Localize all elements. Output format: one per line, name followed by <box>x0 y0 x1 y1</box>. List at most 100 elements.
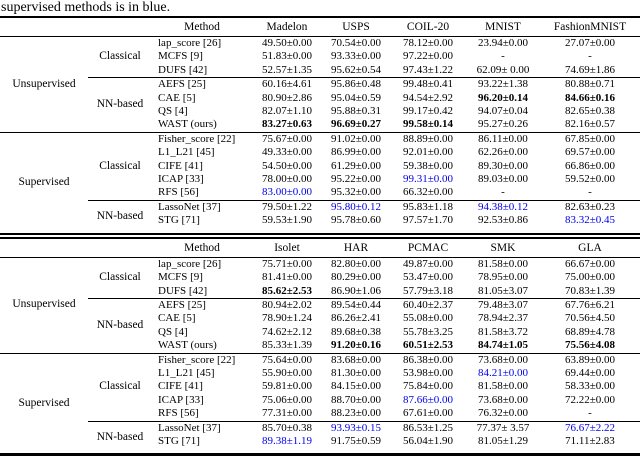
group-label-supervised: Supervised <box>0 352 88 455</box>
column-header-har: HAR <box>322 237 390 258</box>
result-cell: 89.68±0.38 <box>330 325 382 338</box>
column-header-method: Method <box>152 237 252 258</box>
result-cell: 27.07±0.00 <box>564 37 616 49</box>
column-header-method: Method <box>152 17 252 37</box>
method-cell: CIFE [41] <box>158 380 203 393</box>
result-cell: 59.38±0.00 <box>402 159 454 172</box>
result-cell: 84.66±0.16 <box>564 91 616 104</box>
result-cell: 83.68±0.00 <box>322 352 390 367</box>
group-label-supervised: Supervised <box>0 131 88 234</box>
method-cell: STG [71] <box>158 214 200 227</box>
result-cell: 73.68±0.00 <box>477 393 529 406</box>
result-cell: 75.64±0.00 <box>252 352 322 367</box>
result-cell: 66.32±0.00 <box>402 186 454 199</box>
table-row: STG [71] 89.38±1.19 91.75±0.59 56.04±1.90 81… <box>0 435 640 455</box>
result-cell: 69.57±0.00 <box>564 146 616 159</box>
result-cell: 68.89±4.78 <box>564 325 616 338</box>
result-cell: 88.23±0.00 <box>330 407 382 420</box>
table-row: Unsupervised Classical lap_score [26] 49.50… <box>0 37 640 90</box>
table-row: RFS [56] 83.00±0.00 95.32±0.00 66.32±0.00 - - <box>0 186 640 200</box>
result-cell: 61.29±0.00 <box>330 159 382 172</box>
table-row: CIFE [41] 59.81±0.00 84.15±0.00 75.84±0.00 8… <box>0 380 640 393</box>
result-cell: 49.33±0.00 <box>261 146 313 159</box>
table-row: Unsupervised Classical lap_score [26] 75.71… <box>0 257 640 311</box>
table-row: ICAP [33] 75.06±0.00 88.70±0.00 87.66±0.00 7… <box>0 394 640 407</box>
subgroup-label-classical: Classical <box>99 50 141 63</box>
result-cell: 94.54±2.92 <box>402 91 454 104</box>
result-cell: 57.79±3.18 <box>402 284 454 297</box>
result-cell: 86.90±1.06 <box>330 284 382 297</box>
result-cell: 95.80±0.12 <box>322 199 390 215</box>
method-cell: RFS [56] <box>158 186 199 199</box>
result-cell: 62.09± 0.00 <box>476 63 530 76</box>
result-cell: 70.83±1.39 <box>564 284 616 297</box>
result-cell: 95.32±0.00 <box>330 186 382 199</box>
results-table-top: Method Madelon USPS COIL-20 MNIST FashionMNIS… <box>0 16 640 235</box>
result-cell: 75.56±4.08 <box>564 339 616 352</box>
result-cell: 84.21±0.00 <box>477 366 529 379</box>
result-cell: 82.63±0.23 <box>540 199 640 215</box>
result-cell: 95.62±0.54 <box>330 63 382 76</box>
method-cell: Fisher_score [22] <box>152 352 252 367</box>
table-row: MCFS [9] 81.41±0.00 80.29±0.00 53.47±0.00 78… <box>0 271 640 284</box>
table-row: WAST (ours) 83.27±0.63 96.69±0.27 99.58±0.1… <box>0 118 640 132</box>
result-cell: 99.17±0.42 <box>402 105 454 118</box>
table-row: RFS [56] 77.31±0.00 88.23±0.00 67.61±0.00 76… <box>0 407 640 421</box>
table-row: NN-based LassoNet [37] 79.50±1.22 95.80±0.1… <box>0 199 640 234</box>
result-cell: - <box>588 407 592 420</box>
result-cell: 87.66±0.00 <box>402 393 454 406</box>
result-cell: 89.03±0.00 <box>477 173 529 186</box>
result-cell: 49.87±0.00 <box>402 257 454 270</box>
result-cell: 86.53±1.25 <box>390 420 466 435</box>
result-cell: 94.07±0.04 <box>477 105 529 118</box>
column-header-usps: USPS <box>322 17 390 37</box>
result-cell: 95.88±0.31 <box>330 105 382 118</box>
result-cell: 75.67±0.00 <box>252 131 322 147</box>
column-header-smk: SMK <box>466 237 540 258</box>
result-cell: 81.41±0.00 <box>261 271 313 284</box>
table-header: Method Isolet HAR PCMAC SMK GLA <box>0 237 640 258</box>
result-cell: 97.43±1.22 <box>402 63 454 76</box>
method-cell: WAST (ours) <box>158 118 217 131</box>
result-cell: 75.06±0.00 <box>261 393 313 406</box>
result-cell: 91.20±0.16 <box>330 339 382 352</box>
table-row: CAE [5] 78.90±1.24 86.26±2.41 55.08±0.00 78.… <box>0 312 640 325</box>
result-cell: 80.94±2.02 <box>252 297 322 313</box>
result-cell: 73.68±0.00 <box>466 352 540 367</box>
result-cell: 81.05±1.29 <box>477 434 529 447</box>
result-cell: 95.78±0.60 <box>330 214 382 227</box>
result-cell: 95.83±1.18 <box>390 199 466 215</box>
result-cell: 82.16±0.57 <box>564 118 616 131</box>
method-cell: QS [4] <box>158 325 188 338</box>
table-body: Unsupervised Classical lap_score [26] 49.50… <box>0 37 640 234</box>
result-cell: 77.37± 3.57 <box>466 420 540 435</box>
column-header-isolet: Isolet <box>252 237 322 258</box>
result-cell: 86.99±0.00 <box>330 146 382 159</box>
result-cell: 93.22±1.38 <box>466 77 540 92</box>
result-cell: 96.20±0.14 <box>477 91 529 104</box>
result-cell: 81.05±3.07 <box>477 284 529 297</box>
method-cell: STG [71] <box>158 434 200 447</box>
table-row: Supervised Classical Fisher_score [22] 75.6… <box>0 352 640 455</box>
result-cell: 86.11±0.00 <box>466 131 540 147</box>
result-cell: 99.48±0.41 <box>390 77 466 92</box>
result-cell: 86.38±0.00 <box>390 352 466 367</box>
method-cell: L1_L21 [45] <box>158 366 215 379</box>
result-cell: 75.84±0.00 <box>402 380 454 393</box>
method-cell: RFS [56] <box>158 407 199 420</box>
result-cell: 72.22±0.00 <box>564 393 616 406</box>
result-cell: 78.12±0.00 <box>402 37 454 49</box>
result-cell: 92.53±0.86 <box>477 214 529 227</box>
result-cell: 89.38±1.19 <box>261 434 313 447</box>
result-cell: 67.61±0.00 <box>402 407 454 420</box>
result-cell: 78.90±1.24 <box>261 312 313 325</box>
method-cell: AEFS [25] <box>152 77 252 92</box>
result-cell: 59.81±0.00 <box>261 380 313 393</box>
result-cell: 97.22±0.00 <box>402 50 454 63</box>
result-cell: 78.95±0.00 <box>477 271 529 284</box>
method-cell: WAST (ours) <box>158 339 217 352</box>
result-cell: 74.69±1.86 <box>564 63 616 76</box>
result-cell: 66.86±0.00 <box>564 159 616 172</box>
table-row: NN-based AEFS [25] 80.94±2.02 89.54±0.44 60.… <box>0 297 640 354</box>
column-header-coil-20: COIL-20 <box>390 17 466 37</box>
